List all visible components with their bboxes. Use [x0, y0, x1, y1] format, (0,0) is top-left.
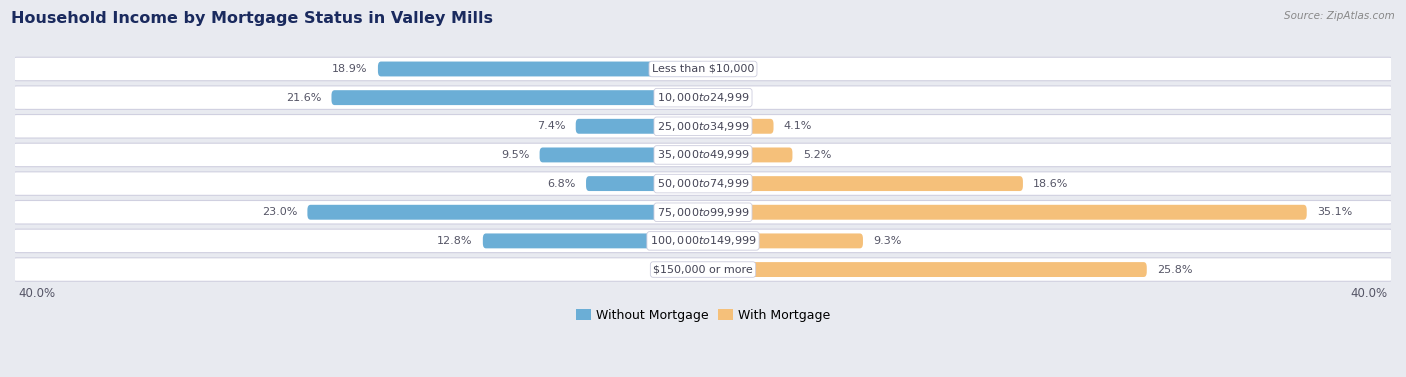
- FancyBboxPatch shape: [703, 176, 1024, 191]
- Text: 18.6%: 18.6%: [1033, 179, 1069, 188]
- Text: 7.4%: 7.4%: [537, 121, 565, 131]
- Text: Source: ZipAtlas.com: Source: ZipAtlas.com: [1284, 11, 1395, 21]
- FancyBboxPatch shape: [308, 205, 703, 220]
- Text: Household Income by Mortgage Status in Valley Mills: Household Income by Mortgage Status in V…: [11, 11, 494, 26]
- Text: 25.8%: 25.8%: [1157, 265, 1192, 274]
- FancyBboxPatch shape: [586, 176, 703, 191]
- FancyBboxPatch shape: [703, 147, 793, 162]
- Text: 0.0%: 0.0%: [713, 93, 741, 103]
- FancyBboxPatch shape: [703, 262, 1147, 277]
- Text: $100,000 to $149,999: $100,000 to $149,999: [650, 234, 756, 247]
- FancyBboxPatch shape: [703, 205, 1306, 220]
- Text: 5.2%: 5.2%: [803, 150, 831, 160]
- FancyBboxPatch shape: [332, 90, 703, 105]
- Text: 23.0%: 23.0%: [262, 207, 297, 217]
- Text: 4.1%: 4.1%: [783, 121, 813, 131]
- FancyBboxPatch shape: [703, 119, 773, 134]
- Text: 40.0%: 40.0%: [18, 287, 56, 300]
- Text: $150,000 or more: $150,000 or more: [654, 265, 752, 274]
- Text: 40.0%: 40.0%: [1350, 287, 1388, 300]
- FancyBboxPatch shape: [10, 258, 1396, 281]
- Legend: Without Mortgage, With Mortgage: Without Mortgage, With Mortgage: [571, 304, 835, 327]
- FancyBboxPatch shape: [540, 147, 703, 162]
- Text: 35.1%: 35.1%: [1317, 207, 1353, 217]
- Text: $50,000 to $74,999: $50,000 to $74,999: [657, 177, 749, 190]
- Text: $10,000 to $24,999: $10,000 to $24,999: [657, 91, 749, 104]
- Text: 6.8%: 6.8%: [547, 179, 575, 188]
- FancyBboxPatch shape: [575, 119, 703, 134]
- Text: 9.5%: 9.5%: [501, 150, 529, 160]
- FancyBboxPatch shape: [10, 143, 1396, 167]
- FancyBboxPatch shape: [703, 233, 863, 248]
- FancyBboxPatch shape: [10, 229, 1396, 253]
- FancyBboxPatch shape: [482, 233, 703, 248]
- Text: 21.6%: 21.6%: [285, 93, 321, 103]
- FancyBboxPatch shape: [10, 201, 1396, 224]
- Text: 18.9%: 18.9%: [332, 64, 367, 74]
- FancyBboxPatch shape: [10, 86, 1396, 109]
- Text: 12.8%: 12.8%: [437, 236, 472, 246]
- Text: $35,000 to $49,999: $35,000 to $49,999: [657, 149, 749, 161]
- Text: 9.3%: 9.3%: [873, 236, 901, 246]
- FancyBboxPatch shape: [10, 115, 1396, 138]
- Text: Less than $10,000: Less than $10,000: [652, 64, 754, 74]
- FancyBboxPatch shape: [10, 172, 1396, 195]
- FancyBboxPatch shape: [378, 61, 703, 77]
- Text: 0.0%: 0.0%: [665, 265, 693, 274]
- FancyBboxPatch shape: [10, 57, 1396, 81]
- Text: 0.0%: 0.0%: [713, 64, 741, 74]
- Text: $25,000 to $34,999: $25,000 to $34,999: [657, 120, 749, 133]
- Text: $75,000 to $99,999: $75,000 to $99,999: [657, 206, 749, 219]
